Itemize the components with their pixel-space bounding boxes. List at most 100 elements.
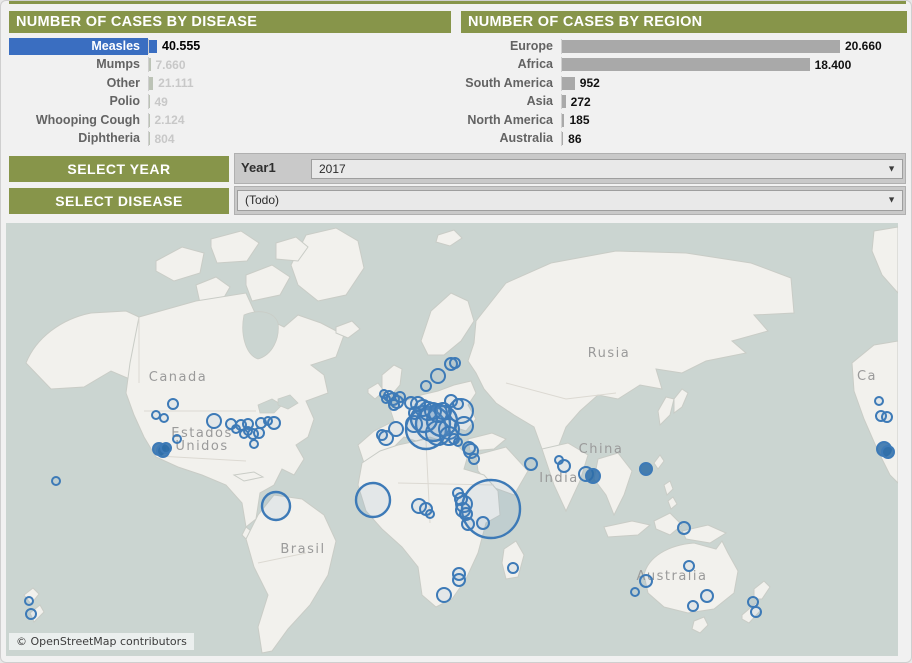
category-label: Diphtheria xyxy=(78,131,140,145)
chart-row-diphtheria[interactable]: Diphtheria 804 xyxy=(9,130,451,148)
map-bubble[interactable] xyxy=(160,442,172,454)
map-bubble[interactable] xyxy=(249,439,259,449)
year-dropdown[interactable]: 2017 ▼ xyxy=(311,159,903,179)
map-bubble[interactable] xyxy=(167,398,179,410)
bar[interactable] xyxy=(149,113,150,127)
map-bubble[interactable] xyxy=(452,573,466,587)
map-bubble[interactable] xyxy=(253,427,265,439)
map-bubble[interactable] xyxy=(354,481,392,519)
map-bubble[interactable] xyxy=(585,468,601,484)
chart-row-measles[interactable]: Measles 40.555 xyxy=(9,37,451,55)
map-bubble[interactable] xyxy=(747,596,759,608)
map-bubble[interactable] xyxy=(51,476,61,486)
chart-row-mumps[interactable]: Mumps 7.660 xyxy=(9,56,451,74)
map-bubble[interactable] xyxy=(206,413,222,429)
map-label: Estados xyxy=(171,426,233,441)
map-bubble[interactable] xyxy=(388,421,404,437)
value-label: 18.400 xyxy=(814,57,852,72)
map-bubble[interactable] xyxy=(452,487,464,499)
chart-row-polio[interactable]: Polio 49 xyxy=(9,93,451,111)
map-bubble[interactable] xyxy=(411,498,427,514)
map-bubble[interactable] xyxy=(453,437,463,447)
map-bubble[interactable] xyxy=(683,560,695,572)
bar[interactable] xyxy=(562,76,575,90)
chart-row-south-america[interactable]: South America 952 xyxy=(461,74,907,92)
map-bubble[interactable] xyxy=(639,574,653,588)
bar[interactable] xyxy=(562,58,810,71)
bar-track: 86 xyxy=(561,131,907,146)
map-bubble[interactable] xyxy=(260,490,292,522)
chart-row-europe[interactable]: Europe 20.660 xyxy=(461,37,907,55)
category-label: Asia xyxy=(526,94,553,108)
map-bubble[interactable] xyxy=(524,457,538,471)
map-bubble[interactable] xyxy=(151,410,161,420)
map-bubble[interactable] xyxy=(554,455,564,465)
map-bubble[interactable] xyxy=(25,608,37,620)
map-bubble[interactable] xyxy=(172,434,182,444)
chart-row-other[interactable]: Other 21.111 xyxy=(9,74,451,92)
map-bubble[interactable] xyxy=(449,357,461,369)
map-bubble[interactable] xyxy=(434,402,452,420)
map-bubble[interactable] xyxy=(394,391,406,403)
chart-row-australia[interactable]: Australia 86 xyxy=(461,130,907,148)
world-map[interactable]: Canada Estados Unidos Brasil Rusia China India… xyxy=(6,223,898,656)
chevron-down-icon[interactable]: ▼ xyxy=(887,194,896,205)
map-bubble[interactable] xyxy=(159,413,169,423)
map-bubble[interactable] xyxy=(454,416,474,436)
bar-track: 185 xyxy=(561,112,907,128)
chart-row-north-america[interactable]: North America 185 xyxy=(461,111,907,129)
map-bubble[interactable] xyxy=(881,411,893,423)
map-bubble[interactable] xyxy=(381,394,391,404)
map-bubble[interactable] xyxy=(452,398,464,410)
map-bubble[interactable] xyxy=(461,517,475,531)
map-bubble[interactable] xyxy=(242,418,254,430)
map-bubble[interactable] xyxy=(388,399,400,411)
map-bubble[interactable] xyxy=(507,562,519,574)
bar[interactable] xyxy=(562,95,566,108)
map-bubble[interactable] xyxy=(677,521,691,535)
bar[interactable] xyxy=(562,132,564,145)
map-bubble[interactable] xyxy=(874,396,884,406)
bar-track: 21.111 xyxy=(148,75,451,91)
map-bubble[interactable] xyxy=(476,516,490,530)
map-bubble[interactable] xyxy=(462,441,476,455)
map-bubble[interactable] xyxy=(263,416,273,426)
map-bubble[interactable] xyxy=(639,462,653,476)
chart-row-asia[interactable]: Asia 272 xyxy=(461,93,907,111)
bar[interactable] xyxy=(149,58,151,71)
bar[interactable] xyxy=(562,113,565,127)
map-bubble[interactable] xyxy=(243,426,253,436)
bar[interactable] xyxy=(149,76,154,90)
map-bubble[interactable] xyxy=(468,453,480,465)
map-bubble[interactable] xyxy=(231,424,241,434)
map-bubble[interactable] xyxy=(436,587,452,603)
chart-row-africa[interactable]: Africa 18.400 xyxy=(461,56,907,74)
category-label: Australia xyxy=(499,131,554,145)
disease-chart-panel: NUMBER OF CASES BY DISEASE Measles 40.555… xyxy=(9,11,451,148)
map-bubble[interactable] xyxy=(881,445,895,459)
map-bubble[interactable] xyxy=(408,406,422,420)
category-label: Other xyxy=(106,75,140,90)
chart-row-whooping-cough[interactable]: Whooping Cough 2.124 xyxy=(9,111,451,129)
bar[interactable] xyxy=(149,132,150,145)
map-bubble[interactable] xyxy=(420,380,432,392)
map-land xyxy=(23,226,898,654)
map-bubble[interactable] xyxy=(430,368,446,384)
bar[interactable] xyxy=(562,39,840,53)
map-bubble[interactable] xyxy=(24,596,34,606)
chevron-down-icon[interactable]: ▼ xyxy=(887,163,896,174)
map-bubble[interactable] xyxy=(459,507,473,521)
map-bubble[interactable] xyxy=(687,600,699,612)
bar[interactable] xyxy=(149,95,150,108)
map-bubble[interactable] xyxy=(630,587,640,597)
bar[interactable] xyxy=(149,39,157,53)
disease-dropdown[interactable]: (Todo) ▼ xyxy=(237,190,903,211)
map-bubble[interactable] xyxy=(376,429,388,441)
map-bubble[interactable] xyxy=(750,606,762,618)
category-label: Europe xyxy=(509,38,553,53)
map-bubble[interactable] xyxy=(425,509,435,519)
map-bubble[interactable] xyxy=(454,492,468,506)
map-bubble[interactable] xyxy=(700,589,714,603)
map-bubble[interactable] xyxy=(405,415,423,433)
